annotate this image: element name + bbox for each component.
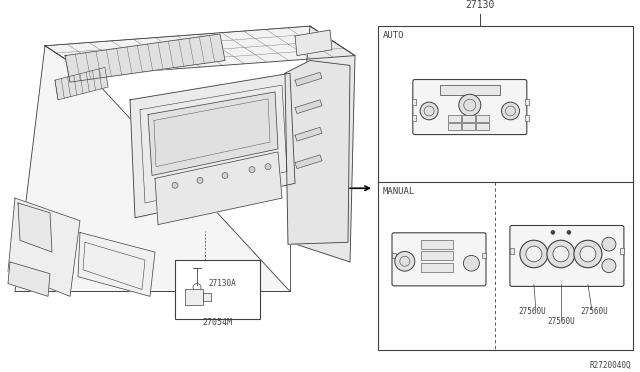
Bar: [510, 248, 514, 254]
Bar: [412, 115, 416, 121]
Polygon shape: [295, 72, 322, 86]
Text: 27054M: 27054M: [202, 318, 232, 327]
Circle shape: [547, 240, 575, 268]
Circle shape: [602, 259, 616, 273]
Polygon shape: [45, 26, 355, 75]
Polygon shape: [15, 46, 290, 291]
Circle shape: [526, 246, 542, 262]
FancyBboxPatch shape: [413, 80, 527, 135]
Circle shape: [580, 246, 596, 262]
Bar: [462, 115, 476, 122]
Text: 27130: 27130: [465, 0, 495, 10]
Polygon shape: [290, 26, 355, 262]
Bar: [482, 253, 486, 258]
Circle shape: [420, 102, 438, 120]
Circle shape: [567, 230, 571, 234]
Text: 27130A: 27130A: [208, 279, 236, 288]
Text: R2720040Q: R2720040Q: [589, 361, 631, 370]
Text: 27560U: 27560U: [547, 317, 575, 326]
Circle shape: [265, 164, 271, 170]
Polygon shape: [295, 155, 322, 169]
Polygon shape: [78, 232, 155, 296]
Text: MANUAL: MANUAL: [383, 186, 415, 196]
Polygon shape: [155, 152, 282, 225]
Circle shape: [459, 94, 481, 116]
Polygon shape: [8, 198, 80, 296]
FancyBboxPatch shape: [392, 233, 486, 286]
Bar: [392, 253, 396, 258]
Polygon shape: [18, 203, 52, 252]
Bar: [185, 289, 203, 305]
Bar: [421, 263, 453, 272]
Bar: [525, 115, 529, 121]
Circle shape: [551, 230, 555, 234]
Bar: [462, 123, 476, 130]
Bar: [476, 123, 490, 130]
Text: 27560U: 27560U: [518, 307, 546, 316]
Bar: [440, 86, 500, 95]
Polygon shape: [148, 92, 278, 176]
Bar: [620, 248, 624, 254]
Bar: [525, 99, 529, 105]
Polygon shape: [295, 100, 322, 113]
Text: AUTO: AUTO: [383, 31, 404, 40]
Circle shape: [395, 251, 415, 271]
Bar: [421, 251, 453, 260]
Circle shape: [553, 246, 569, 262]
Polygon shape: [55, 67, 108, 100]
Polygon shape: [285, 61, 350, 244]
Circle shape: [463, 256, 479, 271]
Bar: [476, 115, 490, 122]
Polygon shape: [130, 73, 295, 218]
Bar: [175, 260, 260, 319]
Circle shape: [574, 240, 602, 268]
Bar: [421, 240, 453, 248]
Polygon shape: [65, 34, 225, 82]
Polygon shape: [295, 127, 322, 141]
Polygon shape: [295, 30, 332, 55]
Circle shape: [172, 182, 178, 188]
Bar: [378, 26, 633, 350]
FancyBboxPatch shape: [510, 225, 624, 286]
Bar: [448, 123, 461, 130]
Circle shape: [249, 167, 255, 173]
Circle shape: [222, 173, 228, 179]
Bar: [448, 115, 461, 122]
Circle shape: [602, 237, 616, 251]
Circle shape: [197, 177, 203, 183]
Circle shape: [520, 240, 548, 268]
Bar: [412, 99, 416, 105]
Bar: [203, 294, 211, 301]
Polygon shape: [8, 262, 50, 296]
Text: 27560U: 27560U: [580, 307, 608, 316]
Circle shape: [502, 102, 520, 120]
